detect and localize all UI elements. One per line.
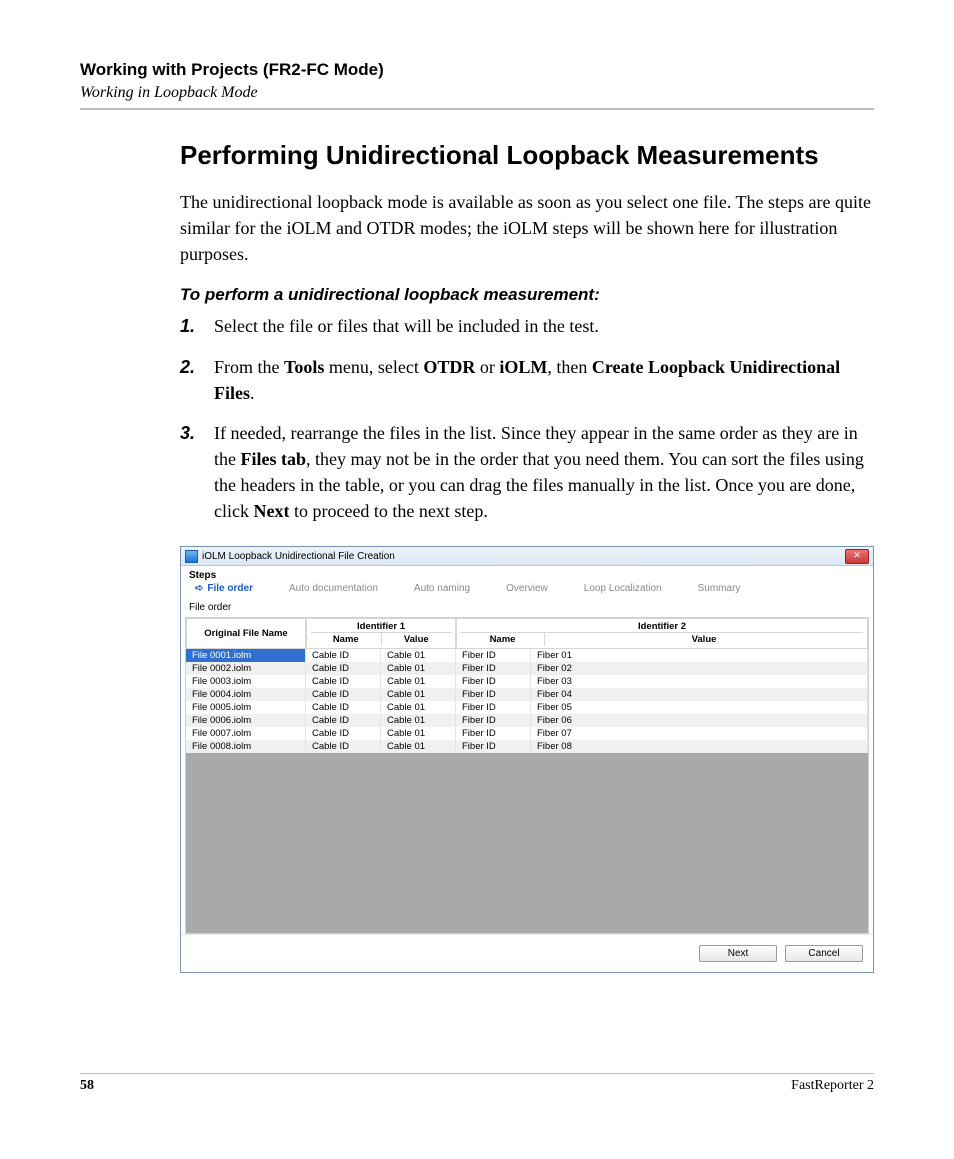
table-row[interactable]: File 0004.iolmCable IDCable 01Fiber IDFi… — [186, 688, 868, 701]
cell-id1-value: Cable 01 — [381, 675, 456, 688]
product-name: FastReporter 2 — [791, 1078, 874, 1094]
cell-id2-value: Fiber 03 — [531, 675, 868, 688]
subsection-title: Working in Loopback Mode — [80, 84, 874, 102]
step-text: Select the file or files that will be in… — [214, 313, 874, 339]
step-number: 3. — [180, 420, 214, 524]
wizard-step-loop-localization[interactable]: Loop Localization — [584, 583, 662, 594]
cell-id1-name: Cable ID — [306, 649, 381, 662]
step-2: 2. From the Tools menu, select OTDR or i… — [180, 354, 874, 406]
cell-file: File 0006.iolm — [186, 714, 306, 727]
cell-file: File 0005.iolm — [186, 701, 306, 714]
col-identifier-1[interactable]: Identifier 1 Name Value — [306, 618, 456, 649]
col-id2-value[interactable]: Value — [544, 632, 863, 646]
dialog-footer: Next Cancel — [181, 934, 873, 972]
cell-id1-name: Cable ID — [306, 662, 381, 675]
cell-id2-value: Fiber 05 — [531, 701, 868, 714]
table-row[interactable]: File 0007.iolmCable IDCable 01Fiber IDFi… — [186, 727, 868, 740]
intro-paragraph: The unidirectional loopback mode is avai… — [180, 189, 874, 267]
col-id1-name[interactable]: Name — [311, 632, 381, 646]
wizard-steps-bar: ➪File order Auto documentation Auto nami… — [181, 583, 873, 600]
col-identifier-2[interactable]: Identifier 2 Name Value — [456, 618, 868, 649]
cell-id1-value: Cable 01 — [381, 688, 456, 701]
cell-id2-name: Fiber ID — [456, 714, 531, 727]
wizard-step-overview[interactable]: Overview — [506, 583, 548, 594]
cell-id2-value: Fiber 04 — [531, 688, 868, 701]
app-icon — [185, 550, 198, 563]
cell-id2-value: Fiber 07 — [531, 727, 868, 740]
step-text: If needed, rearrange the files in the li… — [214, 420, 874, 524]
procedure-title: To perform a unidirectional loopback mea… — [180, 285, 874, 305]
col-id2-name[interactable]: Name — [461, 632, 544, 646]
dialog-window: iOLM Loopback Unidirectional File Creati… — [180, 546, 874, 973]
cell-id2-value: Fiber 02 — [531, 662, 868, 675]
table-header[interactable]: Original File Name Identifier 1 Name Val… — [186, 618, 868, 649]
cell-id1-name: Cable ID — [306, 688, 381, 701]
col-id1-value[interactable]: Value — [381, 632, 452, 646]
cell-id1-name: Cable ID — [306, 740, 381, 753]
file-order-label: File order — [181, 600, 873, 615]
cell-id2-name: Fiber ID — [456, 688, 531, 701]
header-rule — [80, 108, 874, 110]
page-number: 58 — [80, 1078, 94, 1094]
cell-id2-value: Fiber 01 — [531, 649, 868, 662]
titlebar[interactable]: iOLM Loopback Unidirectional File Creati… — [181, 547, 873, 566]
next-button[interactable]: Next — [699, 945, 777, 962]
cell-file: File 0003.iolm — [186, 675, 306, 688]
file-table[interactable]: Original File Name Identifier 1 Name Val… — [185, 617, 869, 934]
cell-id2-name: Fiber ID — [456, 701, 531, 714]
cell-id2-name: Fiber ID — [456, 675, 531, 688]
cell-id1-name: Cable ID — [306, 701, 381, 714]
cell-id2-name: Fiber ID — [456, 649, 531, 662]
cell-id1-name: Cable ID — [306, 675, 381, 688]
cell-id2-name: Fiber ID — [456, 662, 531, 675]
cell-id2-value: Fiber 06 — [531, 714, 868, 727]
cell-file: File 0001.iolm — [186, 649, 306, 662]
step-text: From the Tools menu, select OTDR or iOLM… — [214, 354, 874, 406]
cell-id1-value: Cable 01 — [381, 727, 456, 740]
cancel-button[interactable]: Cancel — [785, 945, 863, 962]
table-empty-area — [186, 753, 868, 933]
table-row[interactable]: File 0002.iolmCable IDCable 01Fiber IDFi… — [186, 662, 868, 675]
cell-id1-value: Cable 01 — [381, 649, 456, 662]
table-row[interactable]: File 0008.iolmCable IDCable 01Fiber IDFi… — [186, 740, 868, 753]
cell-file: File 0008.iolm — [186, 740, 306, 753]
close-button[interactable]: ✕ — [845, 549, 869, 564]
cell-id1-value: Cable 01 — [381, 701, 456, 714]
page-header: Working with Projects (FR2-FC Mode) Work… — [80, 60, 874, 110]
table-body[interactable]: File 0001.iolmCable IDCable 01Fiber IDFi… — [186, 649, 868, 753]
table-row[interactable]: File 0001.iolmCable IDCable 01Fiber IDFi… — [186, 649, 868, 662]
step-number: 2. — [180, 354, 214, 406]
wizard-step-summary[interactable]: Summary — [698, 583, 741, 594]
cell-id2-name: Fiber ID — [456, 740, 531, 753]
arrow-icon: ➪ — [195, 583, 203, 594]
cell-id1-value: Cable 01 — [381, 740, 456, 753]
wizard-step-auto-documentation[interactable]: Auto documentation — [289, 583, 378, 594]
section-title: Performing Unidirectional Loopback Measu… — [180, 140, 874, 171]
cell-id1-value: Cable 01 — [381, 662, 456, 675]
wizard-step-file-order[interactable]: ➪File order — [195, 583, 253, 594]
cell-id2-value: Fiber 08 — [531, 740, 868, 753]
step-1: 1. Select the file or files that will be… — [180, 313, 874, 339]
dialog-title: iOLM Loopback Unidirectional File Creati… — [202, 551, 395, 562]
chapter-title: Working with Projects (FR2-FC Mode) — [80, 60, 874, 80]
page-footer: 58 FastReporter 2 — [80, 1073, 874, 1094]
table-row[interactable]: File 0006.iolmCable IDCable 01Fiber IDFi… — [186, 714, 868, 727]
cell-id1-name: Cable ID — [306, 727, 381, 740]
cell-file: File 0007.iolm — [186, 727, 306, 740]
col-original-file-name[interactable]: Original File Name — [186, 618, 306, 649]
steps-label: Steps — [181, 566, 873, 583]
table-row[interactable]: File 0005.iolmCable IDCable 01Fiber IDFi… — [186, 701, 868, 714]
cell-id2-name: Fiber ID — [456, 727, 531, 740]
table-row[interactable]: File 0003.iolmCable IDCable 01Fiber IDFi… — [186, 675, 868, 688]
wizard-step-auto-naming[interactable]: Auto naming — [414, 583, 470, 594]
cell-file: File 0004.iolm — [186, 688, 306, 701]
step-number: 1. — [180, 313, 214, 339]
step-3: 3. If needed, rearrange the files in the… — [180, 420, 874, 524]
cell-id1-value: Cable 01 — [381, 714, 456, 727]
cell-file: File 0002.iolm — [186, 662, 306, 675]
cell-id1-name: Cable ID — [306, 714, 381, 727]
